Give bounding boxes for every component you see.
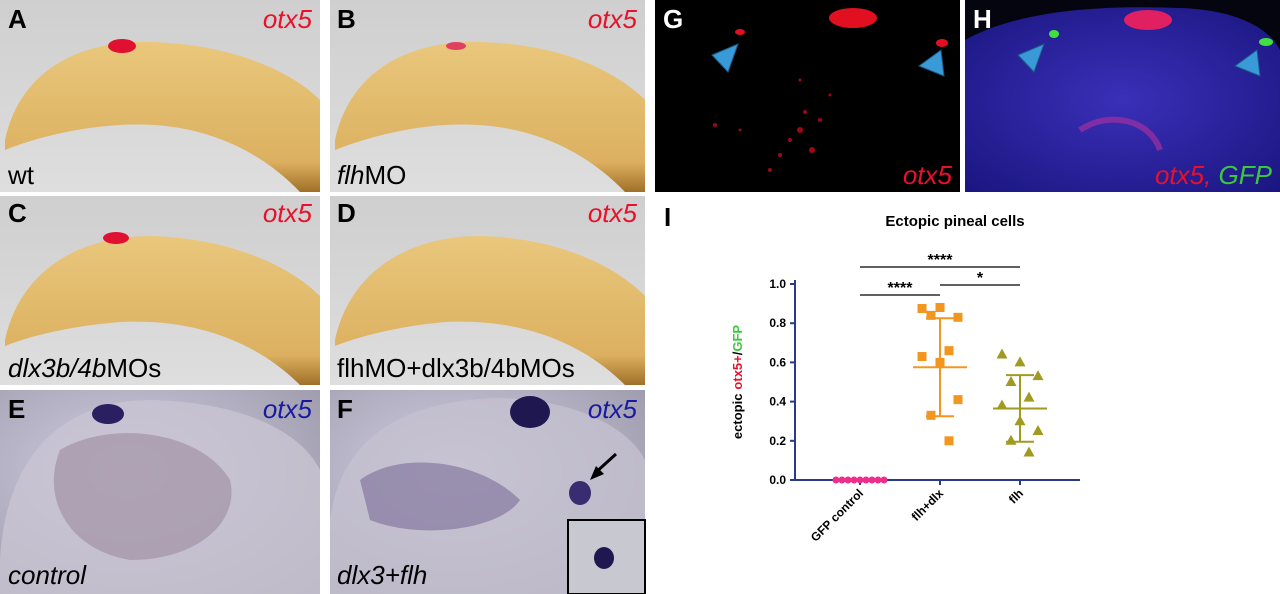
data-point: [1014, 356, 1026, 367]
marker-label: otx5: [588, 198, 638, 228]
marker-label: otx5: [263, 394, 313, 424]
panel-letter: H: [973, 4, 992, 34]
y-tick-label: 0.8: [769, 316, 786, 330]
data-point: [1032, 425, 1044, 435]
x-tick-label: flh: [1006, 486, 1026, 506]
data-point: [1023, 446, 1035, 457]
data-point: [996, 399, 1008, 410]
panel-letter: D: [337, 198, 356, 228]
marker-label: otx5: [263, 4, 313, 34]
data-point: [1005, 434, 1017, 445]
data-point: [1005, 376, 1017, 386]
panel-i: I Ectopic pineal cells ectopic otx5+/ GFP …: [664, 202, 1080, 545]
y-label-part: GFP: [730, 325, 745, 352]
panel-letter: A: [8, 4, 27, 34]
y-tick-label: 0.4: [769, 395, 786, 409]
significance-label: ****: [928, 252, 954, 269]
y-label-part: /: [730, 351, 745, 355]
x-tick-label: flh+dlx: [909, 486, 947, 524]
y-label-part: ectopic: [730, 394, 745, 440]
data-point: [1023, 391, 1035, 402]
marker-label: otx5: [588, 394, 638, 424]
marker-label: otx5: [588, 4, 638, 34]
caption: dlx3+flh: [337, 560, 427, 590]
panel-f: F otx5 dlx3+flh: [330, 390, 646, 594]
panel-letter: G: [663, 4, 683, 34]
panel-letter: I: [664, 202, 671, 232]
y-tick-label: 1.0: [769, 277, 786, 291]
y-tick-label: 0.2: [769, 434, 786, 448]
caption: control: [8, 560, 87, 590]
caption: flhMO: [337, 160, 406, 190]
x-tick-label: GFP control: [808, 486, 866, 544]
panel-letter: B: [337, 4, 356, 34]
caption-part: MO: [364, 160, 406, 190]
data-point: [935, 303, 945, 313]
data-point: [926, 310, 936, 320]
data-point: [944, 346, 954, 356]
caption-part: flh: [337, 160, 364, 190]
significance-label: *: [977, 270, 984, 287]
caption-part: MOs: [106, 353, 161, 383]
caption: flhMO+dlx3b/4bMOs: [337, 353, 575, 383]
caption: dlx3b/4bMOs: [8, 353, 161, 383]
y-label-part: otx5+: [730, 355, 745, 390]
panel-e: E otx5 control: [0, 390, 320, 594]
y-tick-label: 0.6: [769, 355, 786, 369]
chart-title: Ectopic pineal cells: [885, 213, 1024, 230]
caption: wt: [7, 160, 35, 190]
data-point: [917, 352, 927, 362]
data-point: [996, 348, 1008, 359]
marker-label: otx5: [263, 198, 313, 228]
panel-d: D otx5 flhMO+dlx3b/4bMOs: [330, 196, 645, 385]
data-point: [917, 304, 927, 313]
marker-part: GFP: [1219, 160, 1273, 190]
panel-a: A otx5 wt: [0, 0, 320, 192]
panel-letter: E: [8, 394, 25, 424]
significance-label: ****: [888, 280, 914, 297]
marker-label: otx5, GFP: [1155, 160, 1273, 190]
panel-h: H otx5, GFP: [965, 0, 1280, 192]
marker-label: otx5: [903, 160, 953, 190]
data-point: [953, 312, 963, 322]
panel-g: G otx5: [655, 0, 960, 192]
data-point: [944, 436, 954, 446]
panel-letter: F: [337, 394, 353, 424]
caption-part: dlx3b/4b: [8, 353, 106, 383]
panel-c: C otx5 dlx3b/4bMOs: [0, 196, 320, 385]
panel-letter: C: [8, 198, 27, 228]
data-point: [953, 395, 963, 405]
y-tick-label: 0.0: [769, 473, 786, 487]
y-axis-label: ectopic otx5+/GFP: [730, 325, 745, 440]
panel-b: B otx5 flhMO: [330, 0, 645, 192]
marker-part: otx5,: [1155, 160, 1211, 190]
data-point: [1032, 370, 1044, 381]
